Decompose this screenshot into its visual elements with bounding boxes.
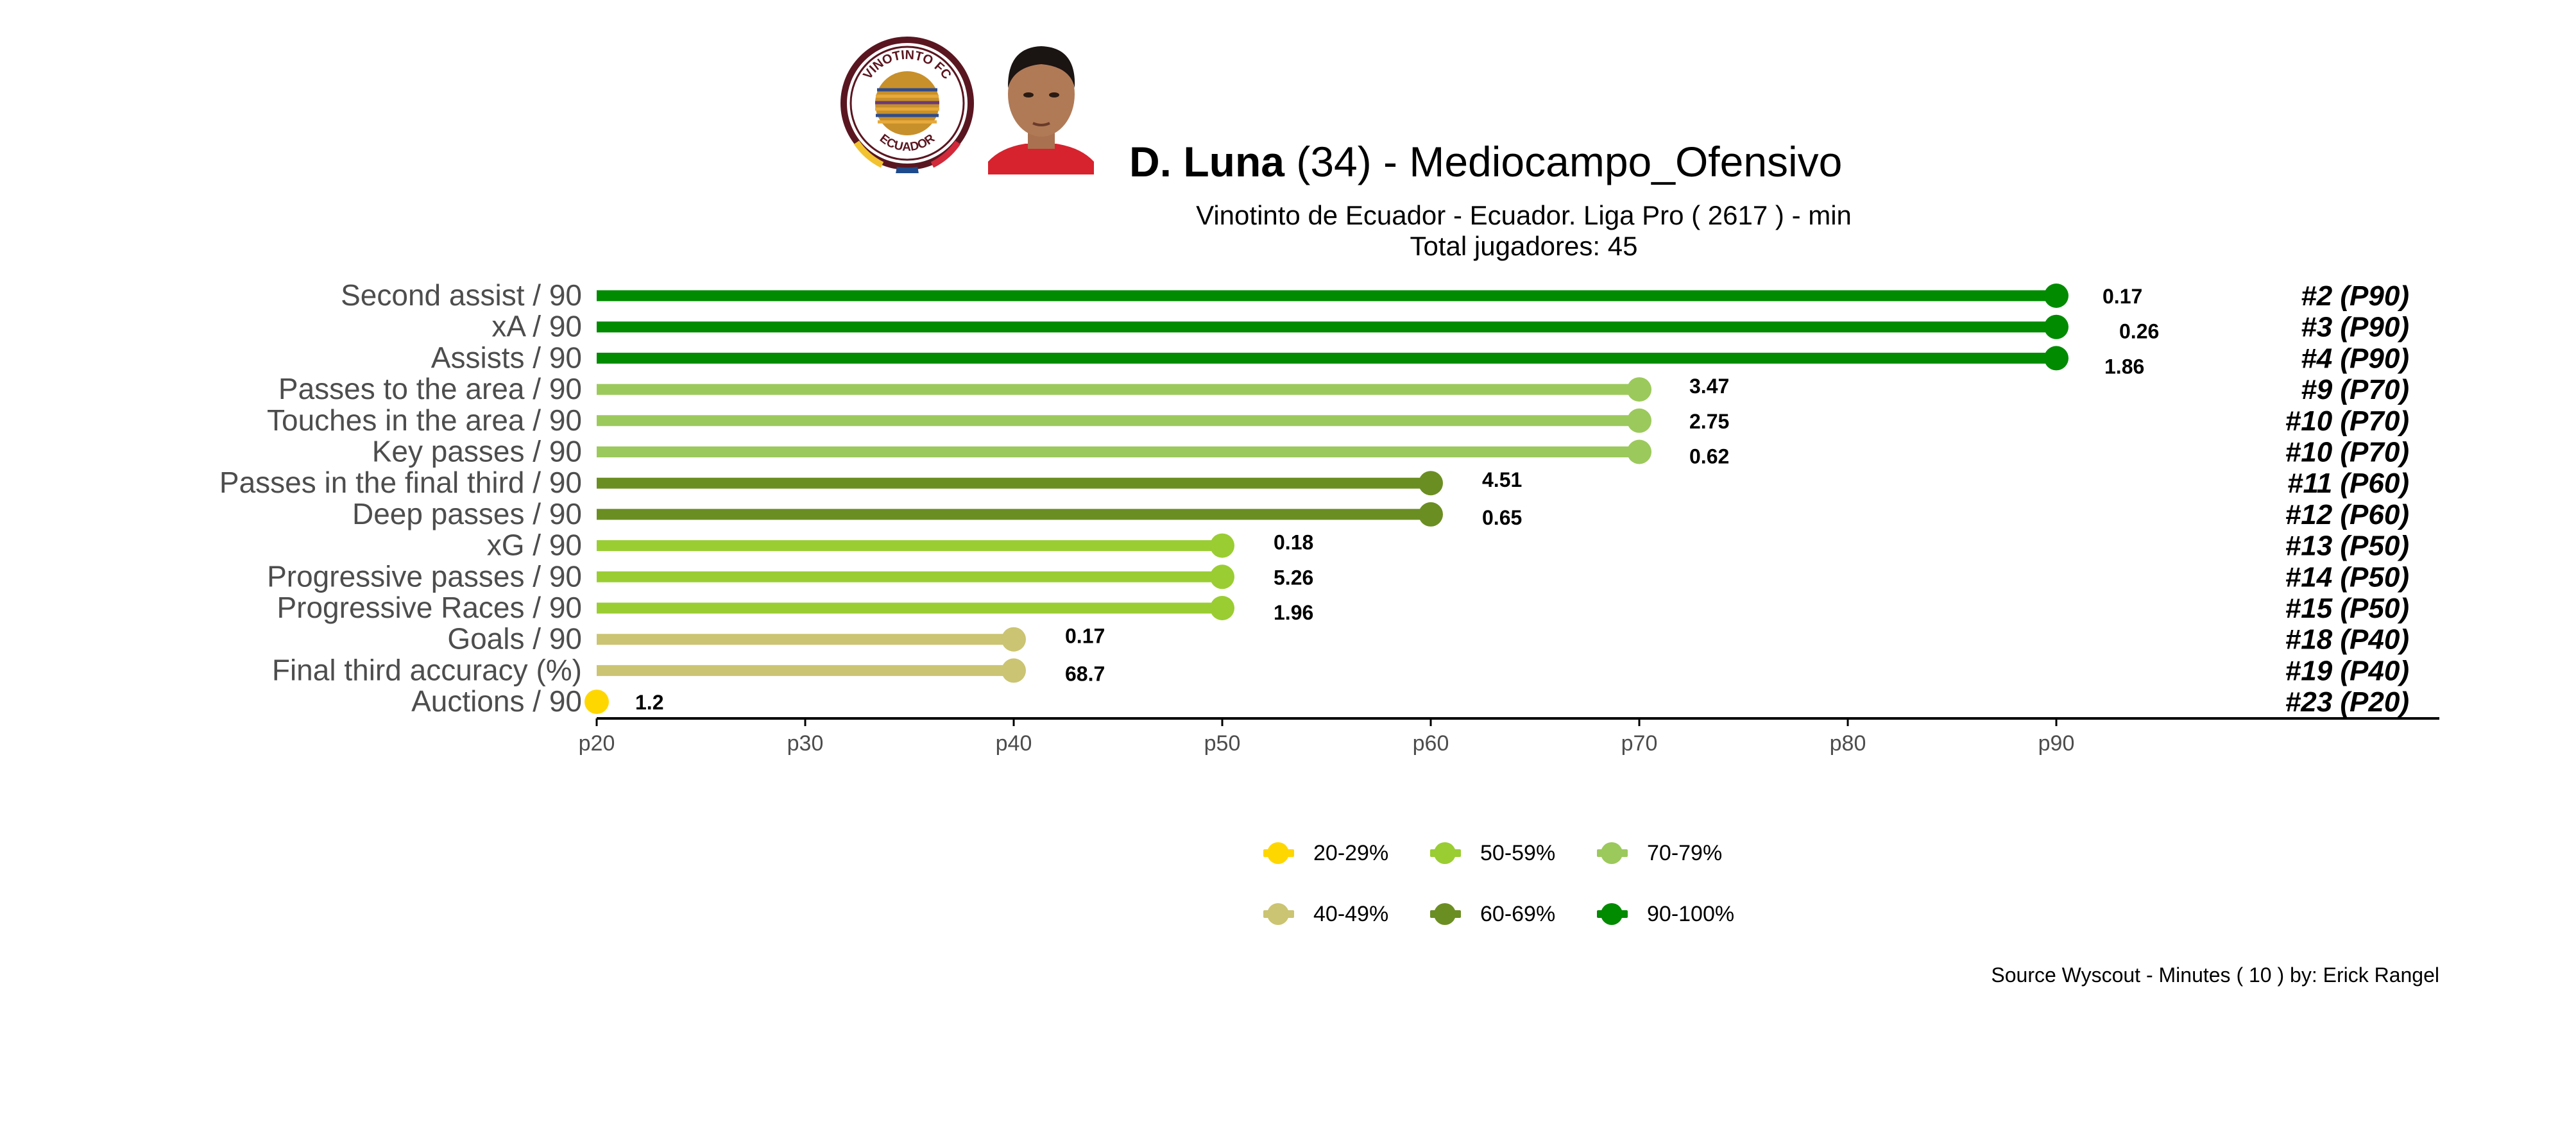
lollipop-dot: [1627, 408, 1651, 433]
metric-label: Goals / 90: [447, 622, 582, 656]
lollipop-dot: [1419, 502, 1443, 527]
lollipop-dot: [1210, 564, 1234, 589]
legend-item: 90-100%: [1594, 901, 1734, 927]
value-label: 0.18: [1274, 531, 1313, 554]
lollipop-dot: [1627, 439, 1651, 464]
club-logo: VINOTINTO FC ECUADOR: [837, 33, 977, 174]
value-label: 3.47: [1689, 375, 1729, 398]
rank-label: #10 (P70): [2285, 405, 2409, 437]
player-age: (34): [1296, 138, 1372, 185]
legend-item: 20-29%: [1261, 840, 1388, 866]
x-tick-label: p60: [1413, 731, 1449, 756]
legend-swatch: [1428, 901, 1463, 927]
rank-label: #10 (P70): [2285, 437, 2409, 468]
metric-label: Second assist / 90: [341, 278, 582, 312]
lollipop-dot: [1210, 533, 1234, 558]
legend-item: 60-69%: [1428, 901, 1555, 927]
lollipop-dot: [1419, 471, 1443, 496]
metric-label: Key passes / 90: [372, 435, 582, 468]
rank-label: #2 (P90): [2301, 280, 2409, 312]
lollipop-dot: [584, 690, 609, 715]
value-label: 0.26: [2119, 320, 2159, 343]
title-separator: -: [1371, 138, 1410, 185]
value-label: 1.2: [635, 691, 663, 714]
rank-label: #13 (P50): [2285, 530, 2409, 562]
value-label: 0.17: [1065, 625, 1105, 648]
legend-item: 50-59%: [1428, 840, 1555, 866]
lollipop-dot: [1002, 658, 1026, 683]
metric-label: Final third accuracy (%): [272, 653, 582, 686]
x-tick-label: p30: [787, 731, 824, 756]
value-label: 5.26: [1274, 566, 1313, 589]
x-tick-label: p80: [1830, 731, 1866, 756]
chart-title: D. Luna (34) - Mediocampo_Ofensivo: [1129, 137, 1899, 186]
metric-label: Progressive passes / 90: [267, 559, 582, 593]
lollipop-dot: [1210, 596, 1234, 620]
metric-label: Deep passes / 90: [352, 497, 582, 530]
legend-label: 50-59%: [1480, 840, 1556, 865]
x-tick-label: p40: [996, 731, 1032, 756]
lollipop-dot: [2044, 346, 2068, 371]
player-name: D. Luna: [1129, 138, 1284, 185]
player-position: Mediocampo_Ofensivo: [1409, 138, 1843, 185]
metric-label: Progressive Races / 90: [277, 591, 582, 624]
lollipop-dot: [2044, 284, 2068, 308]
value-label: 0.65: [1482, 506, 1522, 529]
lollipop-dot: [1002, 627, 1026, 652]
x-tick-label: p70: [1621, 731, 1658, 756]
value-label: 0.62: [1689, 445, 1729, 468]
rank-label: #4 (P90): [2301, 343, 2409, 374]
source-note: Source Wyscout - Minutes ( 10 ) by: Eric…: [1991, 963, 2439, 987]
value-label: 1.96: [1274, 601, 1313, 624]
legend-swatch: [1594, 840, 1630, 866]
legend-swatch: [1261, 840, 1297, 866]
metric-label: Auctions / 90: [411, 684, 582, 718]
value-label: 1.86: [2104, 355, 2144, 378]
metric-label: Touches in the area / 90: [267, 403, 582, 437]
legend-item: 70-79%: [1594, 840, 1722, 866]
rank-label: #11 (P60): [2287, 468, 2409, 499]
legend-label: 40-49%: [1313, 901, 1389, 926]
rank-label: #3 (P90): [2301, 312, 2409, 343]
metric-label: Assists / 90: [431, 341, 582, 374]
legend-label: 60-69%: [1480, 901, 1556, 926]
x-tick-label: p90: [2038, 731, 2075, 756]
legend-swatch: [1428, 840, 1463, 866]
lollipop-dot: [1627, 377, 1651, 402]
value-label: 2.75: [1689, 410, 1729, 433]
legend-item: 40-49%: [1261, 901, 1388, 927]
chart-subtitle: Vinotinto de Ecuador - Ecuador. Liga Pro…: [1196, 200, 1852, 230]
rank-label: #9 (P70): [2301, 374, 2409, 405]
metric-label: xG / 90: [487, 529, 582, 562]
metric-label: xA / 90: [491, 310, 582, 343]
legend-swatch: [1261, 901, 1297, 927]
x-tick-label: p50: [1204, 731, 1241, 756]
value-label: 0.17: [2103, 285, 2142, 308]
legend-label: 70-79%: [1647, 840, 1723, 865]
legend-swatch: [1594, 901, 1630, 927]
value-label: 68.7: [1065, 662, 1105, 685]
legend-label: 90-100%: [1647, 901, 1735, 926]
legend-label: 20-29%: [1313, 840, 1389, 865]
lollipop-dot: [2044, 314, 2068, 339]
player-photo: [988, 33, 1094, 174]
total-players: Total jugadores: 45: [1410, 231, 1638, 261]
metric-label: Passes in the final third / 90: [219, 466, 582, 499]
rank-label: #14 (P50): [2285, 561, 2409, 593]
rank-label: #15 (P50): [2285, 593, 2409, 624]
x-tick-label: p20: [579, 731, 615, 756]
rank-label: #23 (P20): [2285, 686, 2409, 718]
legend: 20-29% 50-59% 70-79% 40-49% 60-69% 90-100%: [1261, 834, 1838, 949]
metric-label: Passes to the area / 90: [278, 372, 582, 405]
rank-label: #18 (P40): [2285, 624, 2409, 656]
rank-label: #19 (P40): [2285, 655, 2409, 686]
rank-label: #12 (P60): [2285, 499, 2409, 530]
value-label: 4.51: [1482, 468, 1522, 491]
